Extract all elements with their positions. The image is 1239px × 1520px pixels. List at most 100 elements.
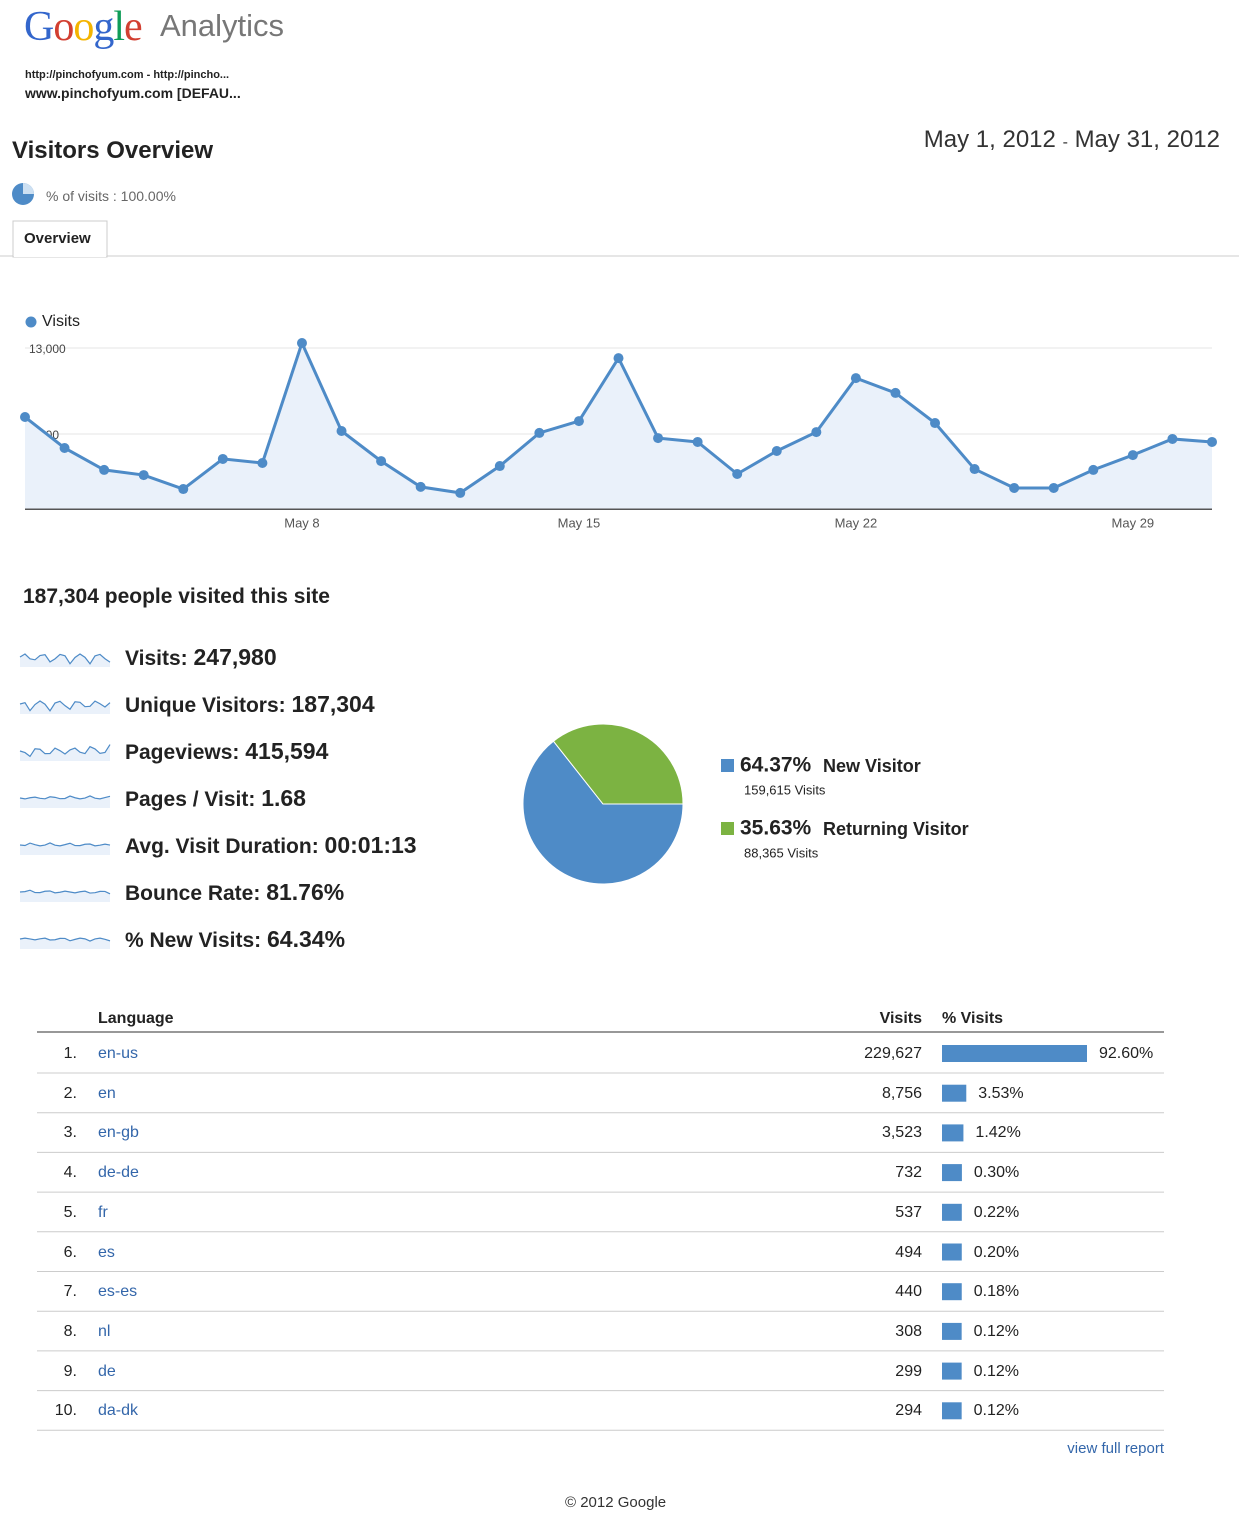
point bbox=[890, 387, 901, 398]
percent: 0.22% bbox=[973, 1203, 1020, 1221]
rank: 4. bbox=[63, 1164, 77, 1182]
point bbox=[930, 418, 941, 429]
segment-label: % of visits : 100.00% bbox=[46, 188, 176, 204]
point bbox=[1009, 482, 1020, 493]
date-range: May 1, 2012 - May 31, 2012 bbox=[924, 128, 1220, 152]
bar bbox=[942, 1045, 1087, 1062]
footer: © 2012 Google bbox=[565, 1494, 667, 1511]
point bbox=[59, 442, 70, 453]
point bbox=[1088, 464, 1099, 475]
logo: Google bbox=[24, 4, 143, 50]
metric: Unique Visitors: 187,304 bbox=[125, 693, 375, 717]
visits: 494 bbox=[895, 1243, 922, 1261]
point bbox=[217, 453, 228, 464]
metric-value: 415,594 bbox=[245, 738, 329, 764]
sparkline-area bbox=[20, 654, 110, 667]
sparkline-area bbox=[20, 890, 110, 902]
legend-label: New Visitor bbox=[823, 756, 921, 776]
point bbox=[336, 425, 347, 436]
point bbox=[613, 353, 624, 364]
visits: 732 bbox=[895, 1164, 922, 1182]
legend-percent: 64.37% bbox=[740, 754, 812, 777]
metric-value: 81.76% bbox=[266, 879, 345, 905]
pie-slice bbox=[522, 740, 684, 885]
point bbox=[1127, 450, 1138, 461]
bar bbox=[942, 1203, 962, 1221]
metric: % New Visits: 64.34% bbox=[125, 928, 345, 952]
sparkline bbox=[19, 795, 111, 800]
bar bbox=[942, 1362, 962, 1380]
metric-label: Pageviews: bbox=[125, 741, 240, 764]
point bbox=[771, 445, 782, 456]
y-tick-label: 13,000 bbox=[29, 342, 66, 356]
sparkline bbox=[19, 700, 111, 712]
sparkline-area bbox=[20, 938, 110, 949]
tab[interactable]: Overview bbox=[24, 230, 91, 247]
point bbox=[296, 338, 307, 349]
percent: 1.42% bbox=[975, 1124, 1021, 1142]
page-title: Visitors Overview bbox=[12, 137, 213, 164]
metric-label: Pages / Visit: bbox=[125, 788, 256, 811]
visits: 3,523 bbox=[881, 1124, 922, 1142]
sparkline bbox=[19, 653, 111, 665]
metric: Visits: 247,980 bbox=[125, 644, 277, 670]
bar bbox=[942, 1283, 962, 1301]
language-link[interactable]: en-us bbox=[98, 1045, 139, 1062]
visits: 308 bbox=[895, 1322, 922, 1340]
language-link[interactable]: en bbox=[98, 1084, 116, 1102]
language-link[interactable]: es-es bbox=[98, 1283, 138, 1301]
visits: 229,627 bbox=[864, 1045, 922, 1062]
language-link[interactable]: de bbox=[98, 1362, 116, 1380]
point bbox=[653, 433, 664, 444]
legend-dot bbox=[25, 316, 37, 328]
bar bbox=[942, 1322, 962, 1340]
visits: 537 bbox=[895, 1203, 922, 1221]
legend-swatch bbox=[721, 759, 734, 772]
metric-value: 1.68 bbox=[261, 785, 306, 811]
rank: 3. bbox=[63, 1124, 77, 1142]
percent: 0.20% bbox=[973, 1243, 1020, 1261]
rank: 5. bbox=[63, 1203, 77, 1221]
area bbox=[25, 343, 1212, 510]
site-line: www.pinchofyum.com [DEFAU... bbox=[25, 85, 241, 101]
language-link[interactable]: es bbox=[98, 1243, 115, 1261]
point bbox=[99, 464, 110, 475]
sparkline-area bbox=[20, 744, 110, 761]
metric-label: % New Visits: bbox=[125, 929, 262, 952]
language-link[interactable]: nl bbox=[98, 1322, 111, 1340]
point bbox=[415, 481, 426, 492]
language-link[interactable]: fr bbox=[98, 1203, 108, 1221]
bar bbox=[942, 1084, 967, 1102]
point bbox=[257, 458, 268, 469]
visits: 294 bbox=[895, 1402, 922, 1420]
x-tick-label: May 22 bbox=[835, 515, 878, 530]
rank: 7. bbox=[63, 1283, 77, 1301]
logo-product: Analytics bbox=[160, 8, 285, 43]
view-full-report[interactable]: view full report bbox=[1067, 1440, 1164, 1457]
point bbox=[811, 427, 822, 438]
bar bbox=[942, 1243, 962, 1261]
rank: 10. bbox=[54, 1402, 77, 1420]
language-link[interactable]: en-gb bbox=[98, 1124, 139, 1142]
metric-value: 247,980 bbox=[193, 644, 277, 670]
rank: 6. bbox=[63, 1243, 77, 1261]
headline: 187,304 people visited this site bbox=[23, 585, 330, 608]
percent: 92.60% bbox=[1099, 1045, 1154, 1062]
metric: Avg. Visit Duration: 00:01:13 bbox=[125, 834, 417, 858]
language-link[interactable]: da-dk bbox=[98, 1402, 139, 1420]
col-header: Language bbox=[98, 1010, 174, 1027]
point bbox=[1207, 436, 1217, 447]
language-link[interactable]: de-de bbox=[98, 1164, 139, 1182]
col-header: Visits bbox=[879, 1010, 922, 1027]
rank: 8. bbox=[63, 1322, 77, 1340]
point bbox=[692, 436, 703, 447]
percent: 0.30% bbox=[973, 1164, 1020, 1182]
legend-percent: 35.63% bbox=[740, 817, 812, 840]
bar bbox=[942, 1402, 962, 1420]
percent: 0.18% bbox=[973, 1283, 1020, 1301]
sparkline bbox=[19, 937, 111, 942]
metric: Bounce Rate: 81.76% bbox=[125, 879, 345, 905]
percent: 0.12% bbox=[973, 1362, 1020, 1380]
